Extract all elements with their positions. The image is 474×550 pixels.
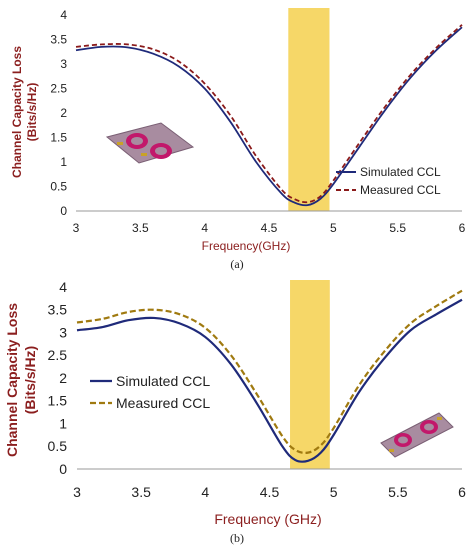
y-tick-label: 1.5	[50, 131, 67, 145]
x-ticks-a: 3 3.5 4 4.5 5 5.5 6	[73, 221, 466, 235]
x-tick-label: 6	[459, 221, 466, 235]
antenna-image-b	[380, 412, 454, 458]
y-tick-label: 0	[59, 461, 67, 477]
series-line-simulated	[76, 298, 463, 463]
x-tick-label: 5	[330, 484, 338, 500]
y-tick-label: 1	[59, 415, 67, 431]
x-tick-label: 3.5	[132, 221, 149, 235]
y-axis-label-line1-a: Channel Capacity Loss	[10, 46, 24, 178]
y-ticks-a: 0 0.5 1 1.5 2 2.5 3 3.5 4	[50, 8, 67, 218]
series-line-measured	[76, 289, 463, 454]
x-ticks-b: 3 3.5 4 4.5 5 5.5 6	[73, 484, 466, 500]
x-axis-label-a: Frequency(GHz)	[202, 239, 291, 253]
legend-label-measured-b: Measured CCL	[116, 395, 210, 411]
x-tick-label: 3	[73, 221, 80, 235]
y-tick-label: 4	[59, 279, 67, 295]
legend-label-measured-a: Measured CCL	[360, 183, 441, 197]
highlight-band-a	[288, 8, 330, 211]
y-axis-label-line1-b: Channel Capacity Loss	[4, 303, 20, 457]
x-tick-label: 4.5	[261, 221, 278, 235]
y-ticks-b: 0 0.5 1 1.5 2 2.5 3 3.5 4	[48, 279, 68, 477]
y-axis-label-line2-a: (Bits/s/Hz)	[25, 83, 39, 142]
y-tick-label: 0.5	[50, 180, 67, 194]
series-b	[76, 289, 463, 463]
x-tick-label: 4	[201, 484, 209, 500]
chart-a: 3 3.5 4 4.5 5 5.5 6 0 0.5 1 1.5 2 2.5 3 3.5 4 Simulate…	[10, 8, 466, 271]
x-tick-label: 4.5	[260, 484, 280, 500]
y-tick-label: 3	[60, 57, 67, 71]
series-line-simulated	[75, 26, 463, 207]
legend-a: Simulated CCL Measured CCL	[336, 165, 441, 197]
x-axis-label-b: Frequency (GHz)	[214, 511, 321, 527]
y-tick-label: 4	[60, 8, 67, 22]
legend-b: Simulated CCL Measured CCL	[90, 373, 210, 411]
y-tick-label: 2.5	[48, 347, 68, 363]
x-tick-label: 6	[458, 484, 466, 500]
highlight-band-b	[290, 280, 330, 469]
y-tick-label: 2.5	[50, 82, 67, 96]
x-tick-label: 5	[330, 221, 337, 235]
x-tick-label: 5.5	[389, 221, 406, 235]
series-line-measured	[75, 24, 463, 204]
y-tick-label: 2	[59, 370, 67, 386]
x-tick-label: 5.5	[388, 484, 408, 500]
y-tick-label: 2	[60, 106, 67, 120]
y-tick-label: 0	[60, 204, 67, 218]
x-tick-label: 3.5	[131, 484, 151, 500]
caption-b: (b)	[230, 531, 244, 545]
caption-a: (a)	[230, 257, 243, 271]
y-tick-label: 3	[59, 324, 67, 340]
antenna-image-a	[105, 122, 195, 164]
y-tick-label: 3.5	[48, 302, 68, 318]
y-tick-label: 1	[60, 155, 67, 169]
x-tick-label: 4	[201, 221, 208, 235]
chart-b: 3 3.5 4 4.5 5 5.5 6 0 0.5 1 1.5 2 2.5 3 3.5 4 Simulate…	[4, 279, 466, 545]
legend-label-simulated-a: Simulated CCL	[360, 165, 441, 179]
series-a	[75, 24, 463, 207]
y-axis-label-line2-b: (Bits/s/Hz)	[22, 346, 38, 414]
y-tick-label: 3.5	[50, 33, 67, 47]
x-tick-label: 3	[73, 484, 81, 500]
y-tick-label: 1.5	[48, 393, 68, 409]
legend-label-simulated-b: Simulated CCL	[116, 373, 210, 389]
y-tick-label: 0.5	[48, 438, 68, 454]
